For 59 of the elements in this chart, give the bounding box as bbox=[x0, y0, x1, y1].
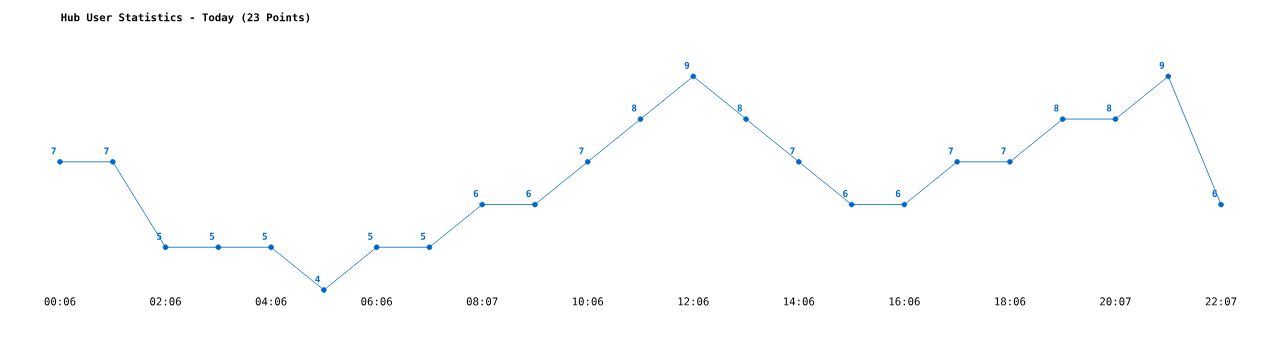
data-label: 5 bbox=[420, 232, 426, 240]
x-tick-label: 22:07 bbox=[1205, 297, 1237, 306]
data-label: 7 bbox=[948, 147, 953, 155]
data-label: 5 bbox=[262, 232, 267, 240]
point bbox=[479, 201, 485, 208]
data-label: 4 bbox=[315, 275, 320, 283]
data-label: 7 bbox=[51, 147, 56, 155]
point bbox=[796, 159, 802, 165]
point bbox=[1218, 201, 1224, 208]
data-label: 8 bbox=[737, 104, 742, 112]
data-label: 7 bbox=[579, 147, 584, 155]
data-label: 5 bbox=[209, 232, 215, 240]
data-label: 9 bbox=[1159, 61, 1165, 69]
point bbox=[1112, 116, 1119, 122]
data-label: 6 bbox=[526, 189, 531, 198]
point bbox=[901, 201, 908, 208]
point bbox=[1165, 73, 1172, 80]
point bbox=[848, 201, 855, 208]
point bbox=[321, 287, 327, 293]
data-label: 8 bbox=[631, 104, 637, 112]
data-label: 7 bbox=[104, 147, 109, 155]
data-label: 5 bbox=[368, 232, 373, 240]
point bbox=[57, 159, 63, 165]
x-tick-label: 08:07 bbox=[466, 297, 498, 306]
data-label: 5 bbox=[157, 232, 162, 240]
point bbox=[1059, 116, 1066, 122]
point bbox=[426, 244, 433, 251]
point bbox=[690, 73, 697, 80]
x-tick-label: 02:06 bbox=[150, 297, 181, 306]
x-tick-label: 14:06 bbox=[784, 297, 815, 306]
point bbox=[373, 244, 380, 251]
point bbox=[743, 116, 749, 122]
data-label: 6 bbox=[843, 189, 848, 198]
chart-title: Hub User Statistics - Today (23 Points) bbox=[61, 12, 310, 24]
data-label: 9 bbox=[684, 61, 690, 69]
point bbox=[532, 201, 538, 208]
data-label: 6 bbox=[895, 189, 901, 198]
x-tick-label: 20:07 bbox=[1100, 297, 1131, 306]
point bbox=[584, 159, 591, 165]
data-label: 6 bbox=[1212, 189, 1217, 198]
x-tick-label: 12:06 bbox=[678, 297, 709, 306]
point bbox=[109, 159, 116, 165]
x-tick-label: 04:06 bbox=[255, 297, 287, 306]
data-label: 6 bbox=[473, 189, 479, 198]
point bbox=[215, 244, 222, 251]
x-tick-label: 06:06 bbox=[361, 297, 392, 306]
x-tick-label: 16:06 bbox=[889, 297, 920, 306]
point bbox=[268, 244, 274, 251]
point bbox=[637, 116, 644, 122]
point bbox=[162, 244, 169, 251]
point bbox=[954, 159, 960, 165]
x-tick-label: 10:06 bbox=[572, 297, 604, 306]
x-tick-label: 00:06 bbox=[44, 297, 76, 306]
data-label: 8 bbox=[1106, 104, 1112, 112]
data-label: 8 bbox=[1054, 104, 1059, 112]
data-label: 7 bbox=[1001, 147, 1006, 155]
x-tick-label: 18:06 bbox=[995, 297, 1026, 306]
data-label: 7 bbox=[790, 147, 795, 155]
point bbox=[1007, 159, 1013, 165]
